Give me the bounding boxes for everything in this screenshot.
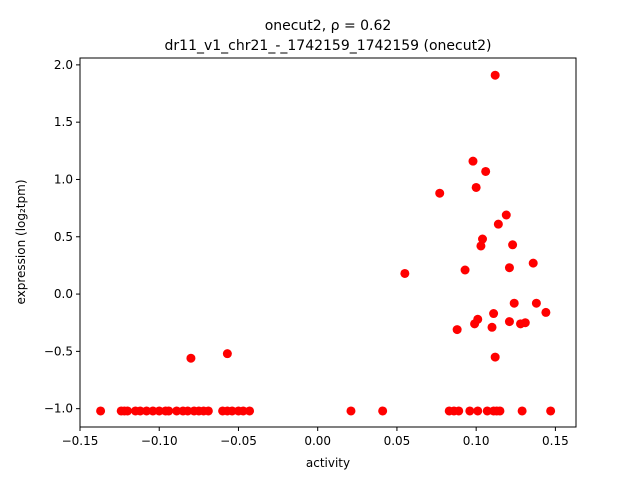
- data-point-35: [465, 406, 475, 416]
- data-point-8: [154, 406, 164, 416]
- data-point-10: [164, 406, 174, 416]
- x-tick-label-5: 0.10: [463, 434, 490, 448]
- data-point-60: [520, 318, 530, 328]
- data-point-41: [476, 241, 486, 251]
- data-point-62: [531, 298, 541, 308]
- data-point-64: [546, 406, 556, 416]
- data-point-52: [495, 406, 505, 416]
- plot-frame: [79, 57, 577, 428]
- x-tick-label-4: 0.05: [384, 434, 411, 448]
- data-point-23: [245, 406, 255, 416]
- data-point-44: [482, 406, 492, 416]
- data-point-39: [473, 314, 483, 324]
- data-point-29: [435, 188, 445, 198]
- chart-title-line1: onecut2, ρ = 0.62: [265, 18, 392, 34]
- data-point-53: [501, 210, 511, 220]
- x-tick-label-2: −0.05: [220, 434, 257, 448]
- data-point-3: [123, 406, 133, 416]
- y-tick-label-0: −1.0: [44, 402, 73, 416]
- data-points: [96, 70, 556, 416]
- x-tick-label-1: −0.10: [141, 434, 178, 448]
- data-point-59: [517, 406, 527, 416]
- y-axis-label: expression (log₂tpm): [14, 179, 28, 304]
- x-axis-ticks: −0.15 −0.10 −0.05 0.00 0.05 0.10 0.15: [62, 427, 569, 448]
- y-tick-label-3: 0.5: [54, 230, 73, 244]
- data-point-5: [135, 406, 145, 416]
- data-point-51: [493, 219, 503, 229]
- data-point-6: [142, 406, 152, 416]
- data-point-7: [148, 406, 158, 416]
- y-tick-label-1: −0.5: [44, 344, 73, 358]
- x-axis-label: activity: [306, 456, 350, 470]
- y-tick-label-4: 1.0: [54, 172, 73, 186]
- chart-title-line2: dr11_v1_chr21_-_1742159_1742159 (onecut2…: [165, 38, 492, 54]
- data-point-26: [346, 406, 356, 416]
- data-point-17: [203, 406, 213, 416]
- data-point-0: [96, 406, 106, 416]
- data-point-48: [490, 70, 500, 80]
- data-point-38: [471, 182, 481, 192]
- data-point-27: [378, 406, 388, 416]
- y-tick-label-5: 1.5: [54, 115, 73, 129]
- data-point-25: [222, 349, 232, 359]
- data-point-55: [504, 263, 514, 273]
- data-point-33: [452, 325, 462, 335]
- data-point-63: [541, 307, 551, 317]
- x-tick-label-3: 0.00: [304, 434, 331, 448]
- data-point-45: [487, 322, 497, 332]
- data-point-22: [238, 406, 248, 416]
- data-point-54: [504, 317, 514, 327]
- data-point-11: [172, 406, 182, 416]
- data-point-34: [460, 265, 470, 275]
- data-point-13: [183, 406, 193, 416]
- x-tick-label-6: 0.15: [542, 434, 569, 448]
- data-point-40: [473, 406, 483, 416]
- data-point-36: [468, 156, 478, 166]
- data-point-24: [186, 353, 196, 363]
- data-point-61: [528, 258, 538, 268]
- y-tick-label-2: 0.0: [54, 287, 73, 301]
- data-point-56: [508, 240, 518, 250]
- data-point-49: [490, 352, 500, 362]
- y-axis-ticks: −1.0 −0.5 0.0 0.5 1.0 1.5 2.0: [44, 58, 80, 416]
- data-point-20: [227, 406, 237, 416]
- data-point-43: [481, 166, 491, 176]
- data-point-32: [454, 406, 464, 416]
- data-point-57: [509, 298, 519, 308]
- y-tick-label-6: 2.0: [54, 58, 73, 72]
- x-tick-label-0: −0.15: [62, 434, 99, 448]
- data-point-46: [489, 309, 499, 319]
- data-point-42: [478, 234, 488, 244]
- data-point-28: [400, 268, 410, 278]
